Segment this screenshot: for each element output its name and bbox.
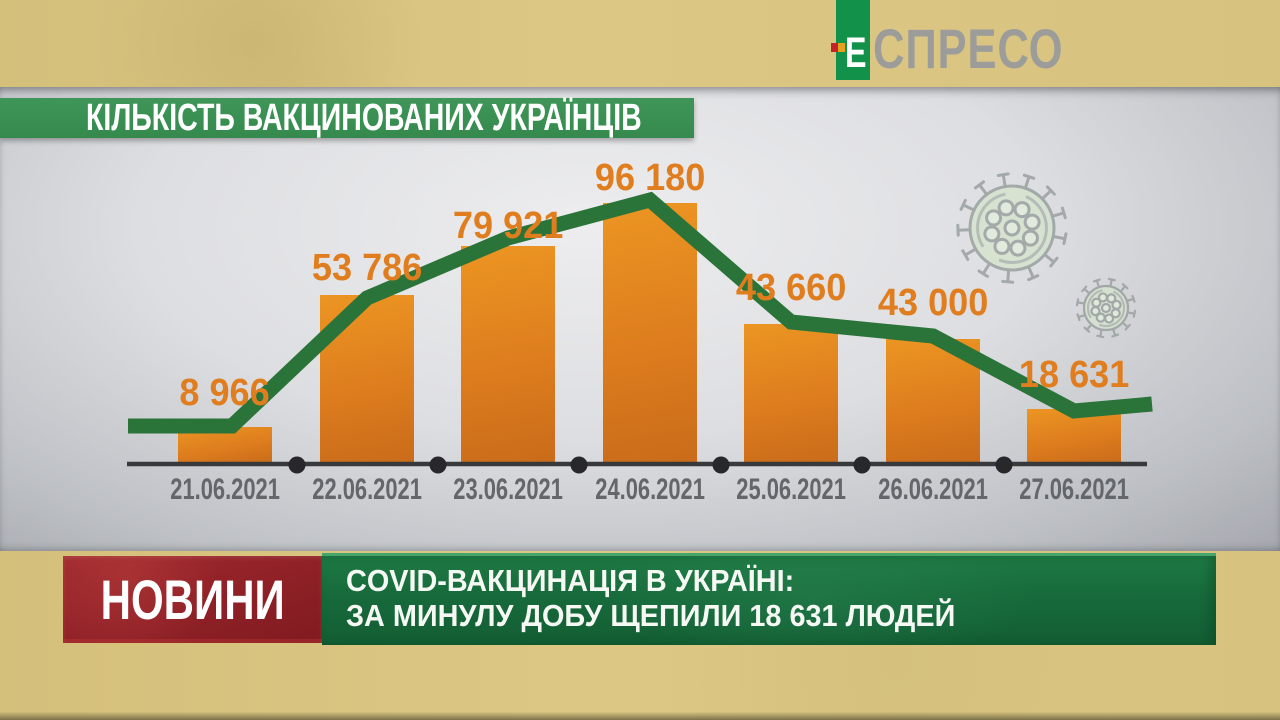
x-axis-label: 24.06.2021 [565, 475, 735, 505]
bar-25.06.2021 [744, 324, 838, 464]
headline-banner: COVID-ВАКЦИНАЦІЯ В УКРАЇНІ: ЗА МИНУЛУ ДО… [322, 553, 1216, 645]
news-badge-label: НОВИНИ [100, 568, 285, 631]
x-axis-label-text: 21.06.2021 [170, 473, 280, 506]
chart-title-banner: КІЛЬКІСТЬ ВАКЦИНОВАНИХ УКРАЇНЦІВ [0, 98, 694, 138]
value-label: 8 966 [115, 373, 335, 413]
headline-text-2: ЗА МИНУЛУ ДОБУ ЩЕПИЛИ 18 631 ЛЮДЕЙ [346, 598, 956, 633]
x-axis-label: 27.06.2021 [989, 475, 1159, 505]
x-axis-label-text: 24.06.2021 [595, 473, 705, 506]
x-axis-label-text: 26.06.2021 [878, 473, 988, 506]
news-badge: НОВИНИ [63, 556, 322, 643]
value-label: 79 921 [398, 206, 618, 246]
espreso-logo-word-text: СПРЕСО [873, 17, 1064, 80]
x-axis-label-text: 27.06.2021 [1019, 473, 1129, 506]
espreso-logo-mark: Е [831, 0, 870, 80]
x-axis-label: 26.06.2021 [848, 475, 1018, 505]
x-axis-label-text: 25.06.2021 [736, 473, 846, 506]
value-label: 96 180 [540, 158, 760, 198]
x-axis-label-text: 23.06.2021 [453, 473, 563, 506]
value-label-text: 53 786 [311, 247, 423, 289]
chart-panel: КІЛЬКІСТЬ ВАКЦИНОВАНИХ УКРАЇНЦІВ 8 966 53… [0, 87, 1280, 551]
logo-yellow-square-icon [838, 43, 845, 52]
value-label-text: 43 000 [877, 282, 989, 324]
value-label: 43 000 [823, 283, 1043, 323]
x-axis-label: 21.06.2021 [140, 475, 310, 505]
x-axis-label: 22.06.2021 [282, 475, 452, 505]
espreso-logo-letter: Е [845, 29, 867, 77]
value-label: 18 631 [964, 355, 1184, 395]
espreso-logo-word: СПРЕСО [873, 21, 1117, 77]
x-axis-label: 23.06.2021 [423, 475, 593, 505]
bottom-shadow [0, 712, 1280, 720]
value-label-text: 96 180 [594, 157, 706, 199]
headline-line-1: COVID-ВАКЦИНАЦІЯ В УКРАЇНІ: [346, 563, 1216, 598]
x-axis-label: 25.06.2021 [706, 475, 876, 505]
headline-line-2: ЗА МИНУЛУ ДОБУ ЩЕПИЛИ 18 631 ЛЮДЕЙ [346, 598, 1216, 633]
value-label-text: 18 631 [1018, 354, 1130, 396]
logo-red-square-icon [831, 43, 838, 52]
headline-text-1: COVID-ВАКЦИНАЦІЯ В УКРАЇНІ: [346, 563, 795, 598]
value-label-text: 79 921 [452, 205, 564, 247]
value-label: 53 786 [257, 248, 477, 288]
bar-21.06.2021 [178, 427, 272, 464]
chart-title: КІЛЬКІСТЬ ВАКЦИНОВАНИХ УКРАЇНЦІВ [86, 97, 642, 139]
bar-27.06.2021 [1027, 409, 1121, 464]
value-label-text: 8 966 [179, 372, 271, 414]
x-axis-label-text: 22.06.2021 [312, 473, 422, 506]
